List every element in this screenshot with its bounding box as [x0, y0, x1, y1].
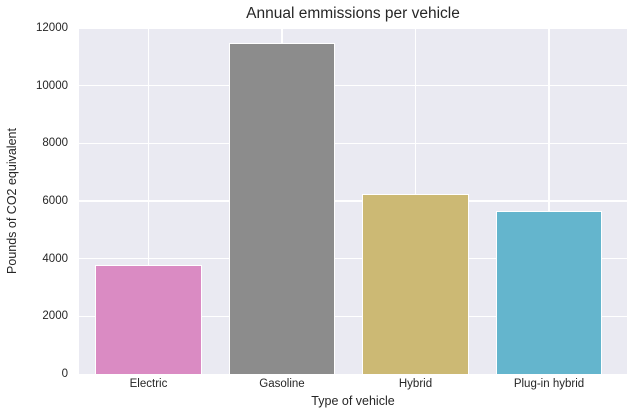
x-tick-label-plug-in-hybrid: Plug-in hybrid	[513, 378, 585, 390]
h-gridline-12000	[79, 28, 627, 29]
y-tick-label-4000: 4000	[42, 252, 68, 265]
h-gridline-4000	[79, 257, 627, 260]
bar-plug-in-hybrid	[495, 210, 603, 374]
bar-gasoline	[228, 43, 336, 374]
h-gridline-8000	[79, 142, 627, 145]
bar-electric	[95, 265, 202, 374]
y-tick-label-10000: 10000	[36, 79, 68, 92]
y-tick-label-8000: 8000	[42, 137, 68, 150]
bar-hybrid	[362, 193, 469, 374]
h-gridline-10000	[79, 84, 627, 87]
x-tick-label-electric: Electric	[129, 378, 168, 390]
h-gridline-6000	[79, 200, 627, 202]
v-gridline-electric	[147, 28, 150, 374]
y-tick-label-0: 0	[61, 368, 68, 380]
v-gridline-plug-in-hybrid	[548, 28, 550, 374]
h-gridline-2000	[79, 315, 627, 318]
y-tick-label-6000: 6000	[42, 195, 68, 207]
x-axis-label: Type of vehicle	[311, 394, 395, 408]
y-tick-label-2000: 2000	[42, 310, 68, 323]
plot-area	[79, 28, 627, 374]
chart-title: Annual emmissions per vehicle	[246, 5, 460, 22]
y-tick-label-12000: 12000	[36, 22, 68, 34]
x-tick-label-hybrid: Hybrid	[398, 378, 433, 390]
x-tick-label-gasoline: Gasoline	[259, 378, 305, 390]
